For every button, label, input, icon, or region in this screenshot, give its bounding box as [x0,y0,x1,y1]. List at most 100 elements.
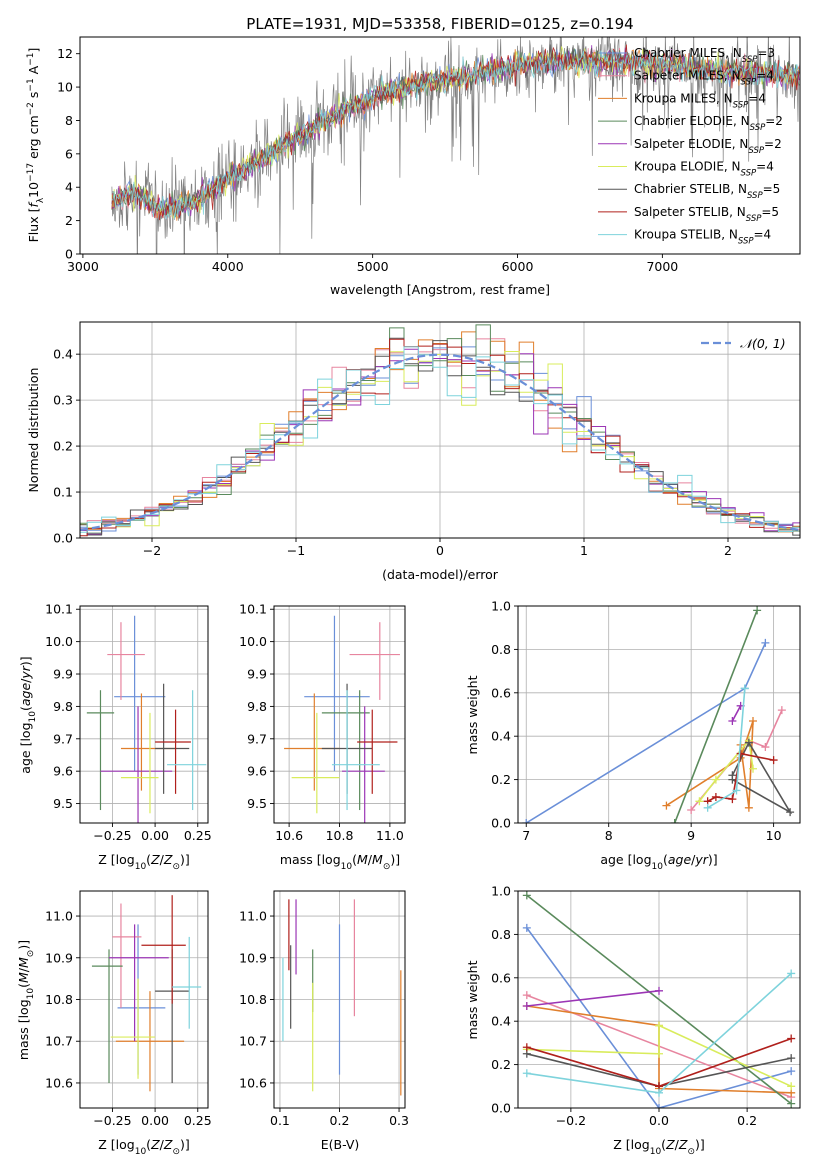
x-tick-label: −0.25 [93,828,131,843]
panel-mass-vs-ebv: 0.1 0.2 0.3 10.6 10.7 10.8 10.9 11.0 E(B-V) [239,890,409,1152]
legend-label: Salpeter STELIB, NSSP=5 [634,205,779,224]
y-tick-label: 0.0 [491,1101,511,1116]
weight-marker-chabrier-stelib [787,1054,796,1063]
y-tick-label: 0.2 [53,439,73,454]
weight-marker-chabrier-elodie [522,891,531,900]
y-tick-label: 1.0 [491,884,511,899]
weight-marker-kroupa-stelib [740,684,749,693]
y-tick-label: 9.9 [53,667,73,682]
y-tick-label: 10.7 [45,1034,73,1049]
plot-area [284,615,400,823]
weight-marker-salpeter-stelib [787,1034,796,1043]
y-tick-label: 10.7 [239,1034,267,1049]
weight-marker-kroupa-elodie [749,764,757,773]
y-tick-label: 12 [57,46,73,61]
x-tick-label: −1 [287,543,305,558]
x-tick-label: 0.2 [330,1113,350,1128]
weight-marker-kroupa-miles [662,801,671,810]
x-tick-label: 1 [580,543,588,558]
weight-marker-chabrier-miles [787,1067,796,1076]
y-tick-label: 0.2 [491,1057,511,1072]
legend-label: Chabrier STELIB, NSSP=5 [634,182,780,201]
x-tick-label: 10 [766,828,782,843]
x-tick-label: 0 [436,543,444,558]
panel-spectrum: 3000 4000 5000 6000 7000 0 2 4 6 8 10 12 Chabrier MI… [26,36,801,297]
weight-line-kroupa-elodie [526,1024,792,1088]
x-tick-label: 0.00 [141,1113,169,1128]
weight-marker-kroupa-elodie [695,797,704,806]
weight-marker-kroupa-stelib [655,1088,663,1097]
legend-label: Kroupa MILES, NSSP=4 [634,91,766,110]
x-axis-label: E(B-V) [321,1137,360,1152]
y-tick-label: 0.4 [53,347,73,362]
weight-marker-chabrier-elodie [670,819,679,823]
x-tick-label: 10.6 [275,828,303,843]
y-tick-label: 9.6 [53,764,73,779]
weight-marker-kroupa-stelib [522,1069,531,1078]
y-tick-label: 10.0 [239,634,267,649]
panel-residuals: −2 −1 0 1 2 0.0 0.1 0.2 0.3 0.4 𝒩(0, 1) (data-model… [26,321,801,582]
x-tick-label: 2 [724,543,732,558]
y-tick-label: 10.6 [45,1075,73,1090]
weight-marker-kroupa-miles [744,803,753,812]
y-tick-label: 9.7 [53,731,73,746]
x-tick-label: 10.8 [326,828,354,843]
x-tick-label: 6000 [502,259,534,274]
x-tick-label: 7 [522,828,530,843]
y-tick-label: 0.4 [491,1014,511,1029]
y-tick-label: 0.8 [491,927,511,942]
y-axis-label: Normed distribution [26,368,41,493]
weight-line-chabrier-miles [525,642,767,823]
legend-label: Chabrier ELODIE, NSSP=2 [634,114,783,133]
y-tick-label: 11.0 [45,909,73,924]
weight-marker-kroupa-elodie [655,1049,663,1058]
y-tick-label: 8 [65,113,73,128]
y-tick-label: 0.8 [491,642,511,657]
weight-line-chabrier-elodie [673,610,758,823]
x-tick-label: 0.1 [270,1113,290,1128]
figure-title: PLATE=1931, MJD=53358, FIBERID=0125, z=0… [246,15,633,33]
x-tick-label: 7000 [646,259,678,274]
weight-marker-salpeter-stelib [728,795,737,804]
weight-line-chabrier-elodie [526,894,792,1105]
weight-marker-salpeter-miles [777,706,786,715]
weight-marker-chabrier-elodie [753,606,762,615]
plot-area [86,615,207,823]
plot-area [522,891,796,1108]
weight-line-salpeter-elodie [526,990,660,1007]
panel-mass-vs-metallicity: −0.25 0.00 0.25 10.6 10.7 10.8 10.9 11.0 Z [log1… [16,890,212,1157]
y-tick-label: 10 [57,80,73,95]
y-tick-label: 10.8 [45,992,73,1007]
weight-marker-salpeter-stelib [711,792,720,801]
weight-marker-kroupa-elodie [787,1082,796,1091]
weight-line-chabrier-stelib [731,741,793,815]
weight-marker-salpeter-elodie [655,986,663,995]
y-tick-label: 10.1 [45,602,73,617]
x-tick-label: −0.25 [93,1113,131,1128]
y-tick-label: 0.6 [491,685,511,700]
y-tick-label: 9.9 [247,667,267,682]
legend-label: Kroupa STELIB, NSSP=4 [634,228,771,247]
plot-area [91,895,202,1092]
weight-marker-chabrier-miles [522,819,531,823]
weight-line-salpeter-elodie [731,705,742,722]
x-axis-label: Z [log10(Z/Z⊙)] [98,852,190,872]
panel-age-vs-mass: 10.6 10.8 11.0 9.5 9.6 9.7 9.8 9.9 10.0 10.1 mass … [239,602,406,872]
histogram-kroupa-stelib [80,346,800,533]
plot-area [282,899,402,1096]
model-line-kroupa-stelib [111,49,800,221]
weight-marker-chabrier-miles [522,923,531,932]
legend-label: Chabrier MILES, NSSP=3 [634,46,775,65]
y-tick-label: 9.5 [247,796,267,811]
y-axis-label: mass weight [465,960,480,1039]
y-tick-label: 0.0 [491,816,511,831]
plot-area [80,324,800,537]
weight-marker-salpeter-miles [687,805,696,814]
x-axis-label: mass [log10(M/M⊙)] [280,852,400,872]
x-axis-label: wavelength [Angstrom, rest frame] [330,282,550,297]
weight-marker-kroupa-elodie [711,775,720,784]
axes-frame [79,36,801,255]
y-tick-label: 0.6 [491,970,511,985]
axes-frame [79,605,209,824]
weight-marker-kroupa-stelib [703,803,712,812]
